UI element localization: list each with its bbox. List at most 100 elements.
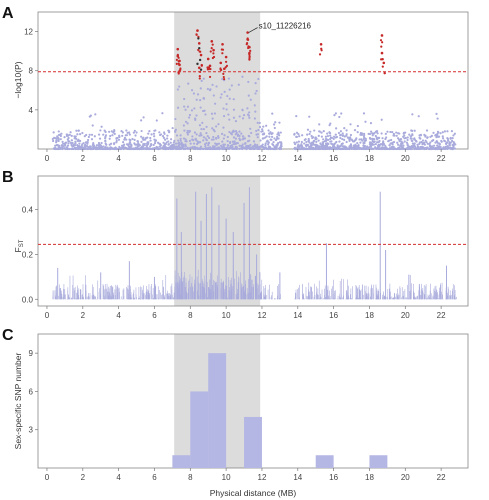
snp-point: [55, 139, 58, 142]
snp-point: [272, 147, 275, 150]
snp-point: [446, 130, 449, 133]
snp-point: [268, 132, 271, 135]
snp-point: [411, 113, 414, 116]
panel-letter-b: B: [2, 169, 14, 186]
y-tick-label: 6: [29, 387, 34, 396]
snp-point: [166, 137, 169, 140]
snp-point: [87, 135, 90, 139]
snp-point: [223, 90, 226, 93]
snp-point: [200, 79, 203, 83]
snp-point: [159, 143, 162, 147]
snp-point: [335, 135, 339, 139]
snp-point: [143, 138, 146, 141]
significant-point: [175, 58, 178, 61]
snp-point: [279, 131, 282, 134]
snp-point: [138, 144, 141, 147]
snp-point: [178, 142, 181, 145]
snp-point: [67, 142, 70, 145]
snp-point: [242, 113, 246, 117]
snp-point: [432, 131, 435, 134]
fst-trace: [52, 187, 457, 300]
snp-point: [312, 147, 315, 151]
snp-point: [86, 145, 90, 149]
significant-point: [220, 48, 223, 51]
snp-point: [341, 145, 344, 148]
snp-point: [395, 134, 398, 137]
snp-point: [86, 138, 90, 142]
snp-point: [204, 113, 207, 116]
snp-point: [201, 121, 204, 124]
snp-point: [71, 147, 74, 151]
snp-point: [332, 145, 336, 148]
snp-point: [241, 143, 244, 146]
snp-point: [155, 119, 158, 122]
snp-point: [408, 133, 411, 136]
snp-point: [164, 142, 167, 145]
snp-point: [123, 138, 126, 141]
snp-point: [381, 137, 384, 140]
snp-point: [134, 134, 137, 137]
snp-point: [391, 131, 394, 134]
snp-point: [52, 139, 55, 143]
snp-point: [222, 137, 225, 140]
snp-point: [215, 85, 218, 88]
snp-point: [130, 144, 133, 148]
snp-point: [447, 139, 450, 142]
snp-point: [390, 146, 393, 150]
snp-point: [405, 141, 408, 144]
x-tick-label: 22: [437, 473, 446, 482]
x-tick-label: 18: [365, 473, 374, 482]
snp-point: [156, 141, 160, 144]
significant-point: [224, 60, 228, 63]
snp-point: [93, 135, 96, 138]
snp-point: [194, 137, 197, 140]
snp-point: [77, 129, 80, 132]
snp-point: [309, 144, 312, 147]
snp-point: [199, 145, 203, 148]
snp-point: [239, 138, 242, 142]
snp-point: [411, 142, 414, 145]
snp-point: [97, 133, 101, 136]
snp-point: [133, 138, 136, 141]
y-axis-label: −log10(P): [13, 61, 23, 98]
snp-point: [343, 138, 346, 141]
x-tick-label: 4: [116, 154, 121, 163]
snp-point: [55, 141, 58, 144]
significant-point: [380, 45, 383, 48]
snp-point: [69, 141, 73, 145]
snp-point: [277, 132, 280, 135]
snp-point: [392, 145, 395, 149]
snp-point: [312, 141, 315, 144]
snp-point: [228, 118, 231, 121]
snp-point: [141, 145, 144, 148]
snp-point: [199, 106, 202, 109]
significant-point: [224, 55, 228, 59]
snp-point: [339, 136, 342, 140]
significant-point: [221, 52, 224, 55]
snp-point: [446, 137, 450, 141]
snp-point: [409, 137, 412, 140]
snp-point: [115, 137, 118, 140]
snp-point: [234, 130, 238, 133]
significant-point: [318, 53, 322, 56]
snp-point: [264, 142, 267, 145]
snp-point: [206, 135, 209, 138]
x-tick-label: 10: [222, 311, 231, 320]
snp-point: [142, 136, 145, 139]
snp-point: [113, 132, 116, 135]
snp-point: [181, 144, 184, 148]
bar: [244, 416, 262, 468]
y-tick-label: 3: [29, 426, 34, 435]
snp-point: [196, 147, 199, 150]
snp-point: [196, 93, 200, 96]
snp-point: [169, 141, 172, 144]
x-tick-label: 22: [437, 154, 446, 163]
snp-point: [222, 114, 226, 118]
snp-point: [254, 92, 257, 95]
snp-point: [270, 132, 273, 136]
snp-point: [326, 132, 329, 135]
snp-point: [173, 139, 176, 142]
snp-point: [238, 115, 241, 118]
snp-point: [252, 145, 255, 148]
snp-point: [311, 136, 314, 140]
